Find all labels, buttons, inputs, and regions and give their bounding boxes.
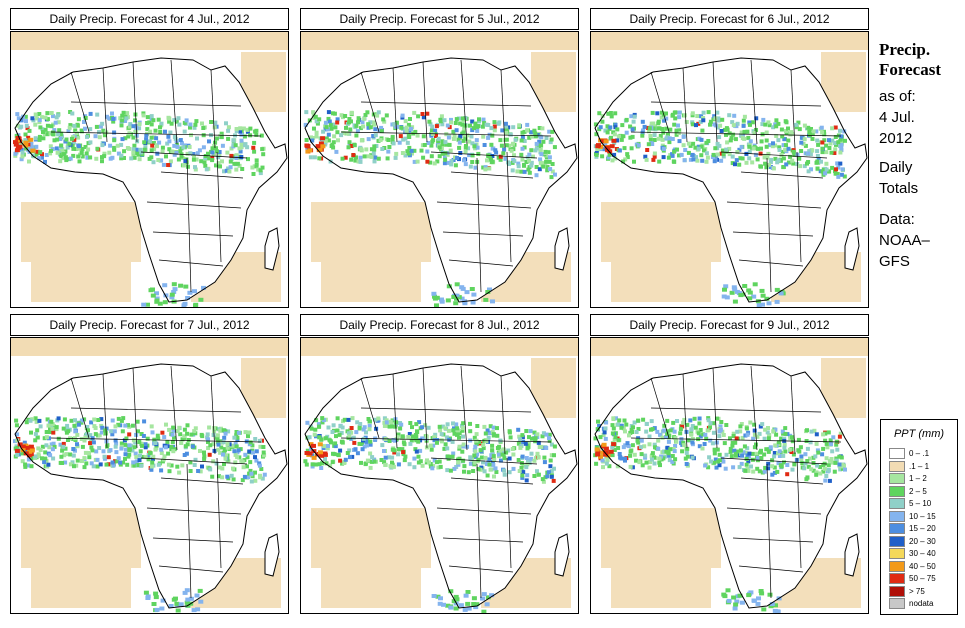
legend-item: 50 – 75 [889,573,936,584]
legend-item: > 75 [889,585,925,597]
legend-label: 0 – .1 [909,449,930,458]
data-label: Data: [879,211,915,228]
legend-item: 1 – 2 [889,473,927,484]
legend-swatch [889,485,905,497]
legend-label: 40 – 50 [909,561,936,571]
panel-title: Daily Precip. Forecast for 9 Jul., 2012 [590,314,869,336]
africa-precip-map [10,337,289,614]
legend-item: .1 – 1 [889,460,930,472]
legend-label: 1 – 2 [909,474,927,483]
legend-swatch [889,548,905,559]
map-canvas [591,32,868,307]
africa-precip-map [590,337,869,614]
legend-swatch [889,473,905,484]
panel-title: Daily Precip. Forecast for 5 Jul., 2012 [300,8,579,30]
africa-precip-map [590,31,869,308]
legend-item: 40 – 50 [889,560,936,572]
legend-label: > 75 [909,586,925,596]
legend-swatch [889,535,905,547]
legend-item: 30 – 40 [889,548,936,559]
data-source-model: GFS [879,253,910,270]
panel-title: Daily Precip. Forecast for 7 Jul., 2012 [10,314,289,336]
legend-label: 30 – 40 [909,549,936,558]
legend-swatch [889,573,905,584]
forecast-panel: Daily Precip. Forecast for 5 Jul., 2012 [300,8,587,308]
daily-label: Daily [879,159,913,176]
as-of-year: 2012 [879,130,913,147]
legend-swatch [889,560,905,572]
legend-item: 0 – .1 [889,448,929,459]
legend-swatch [889,598,905,609]
map-canvas [11,32,288,307]
map-canvas [301,338,578,613]
ppt-legend: PPT (mm) 0 – .1 .1 – 1 1 – 2 2 – 5 5 – 10 10 … [880,419,958,615]
legend-swatch [889,523,905,534]
legend-label: nodata [909,599,934,608]
as-of-date: 4 Jul. [879,109,915,126]
legend-label: .1 – 1 [909,461,930,471]
africa-precip-map [10,31,289,308]
legend-swatch [889,510,905,522]
legend-title: PPT (mm) [893,428,945,440]
forecast-panel: Daily Precip. Forecast for 6 Jul., 2012 [590,8,877,308]
legend-swatch [889,460,905,472]
legend-item: nodata [889,598,933,609]
legend-label: 5 – 10 [909,499,932,508]
as-of-label: as of: [879,88,916,105]
forecast-panel: Daily Precip. Forecast for 4 Jul., 2012 [10,8,297,308]
legend-label: 10 – 15 [909,511,936,521]
side-title-line: Forecast [879,60,941,79]
legend-item: 5 – 10 [889,498,931,509]
legend-swatch [889,585,905,597]
africa-precip-map [300,337,579,614]
legend-item: 10 – 15 [889,510,936,522]
forecast-panel: Daily Precip. Forecast for 9 Jul., 2012 [590,314,877,614]
legend-item: 15 – 20 [889,523,936,534]
africa-precip-map [300,31,579,308]
forecast-panel: Daily Precip. Forecast for 7 Jul., 2012 [10,314,297,614]
panel-title: Daily Precip. Forecast for 6 Jul., 2012 [590,8,869,30]
totals-label: Totals [879,180,919,197]
side-title-line: Precip. [879,40,931,59]
data-source: NOAA– [879,232,930,249]
forecast-panel: Daily Precip. Forecast for 8 Jul., 2012 [300,314,587,614]
legend-swatch [889,498,905,509]
legend-swatch [889,448,905,459]
side-info: Precip. Forecast as of: 4 Jul. 2012 Dail… [879,40,963,272]
map-canvas [591,338,868,613]
legend-label: 20 – 30 [909,536,936,546]
map-canvas [11,338,288,613]
legend-item: 2 – 5 [889,485,927,497]
legend-label: 15 – 20 [909,524,936,533]
panel-title: Daily Precip. Forecast for 4 Jul., 2012 [10,8,289,30]
panel-title: Daily Precip. Forecast for 8 Jul., 2012 [300,314,579,336]
legend-item: 20 – 30 [889,535,936,547]
legend-label: 50 – 75 [909,574,936,583]
legend-label: 2 – 5 [909,486,927,496]
map-canvas [301,32,578,307]
